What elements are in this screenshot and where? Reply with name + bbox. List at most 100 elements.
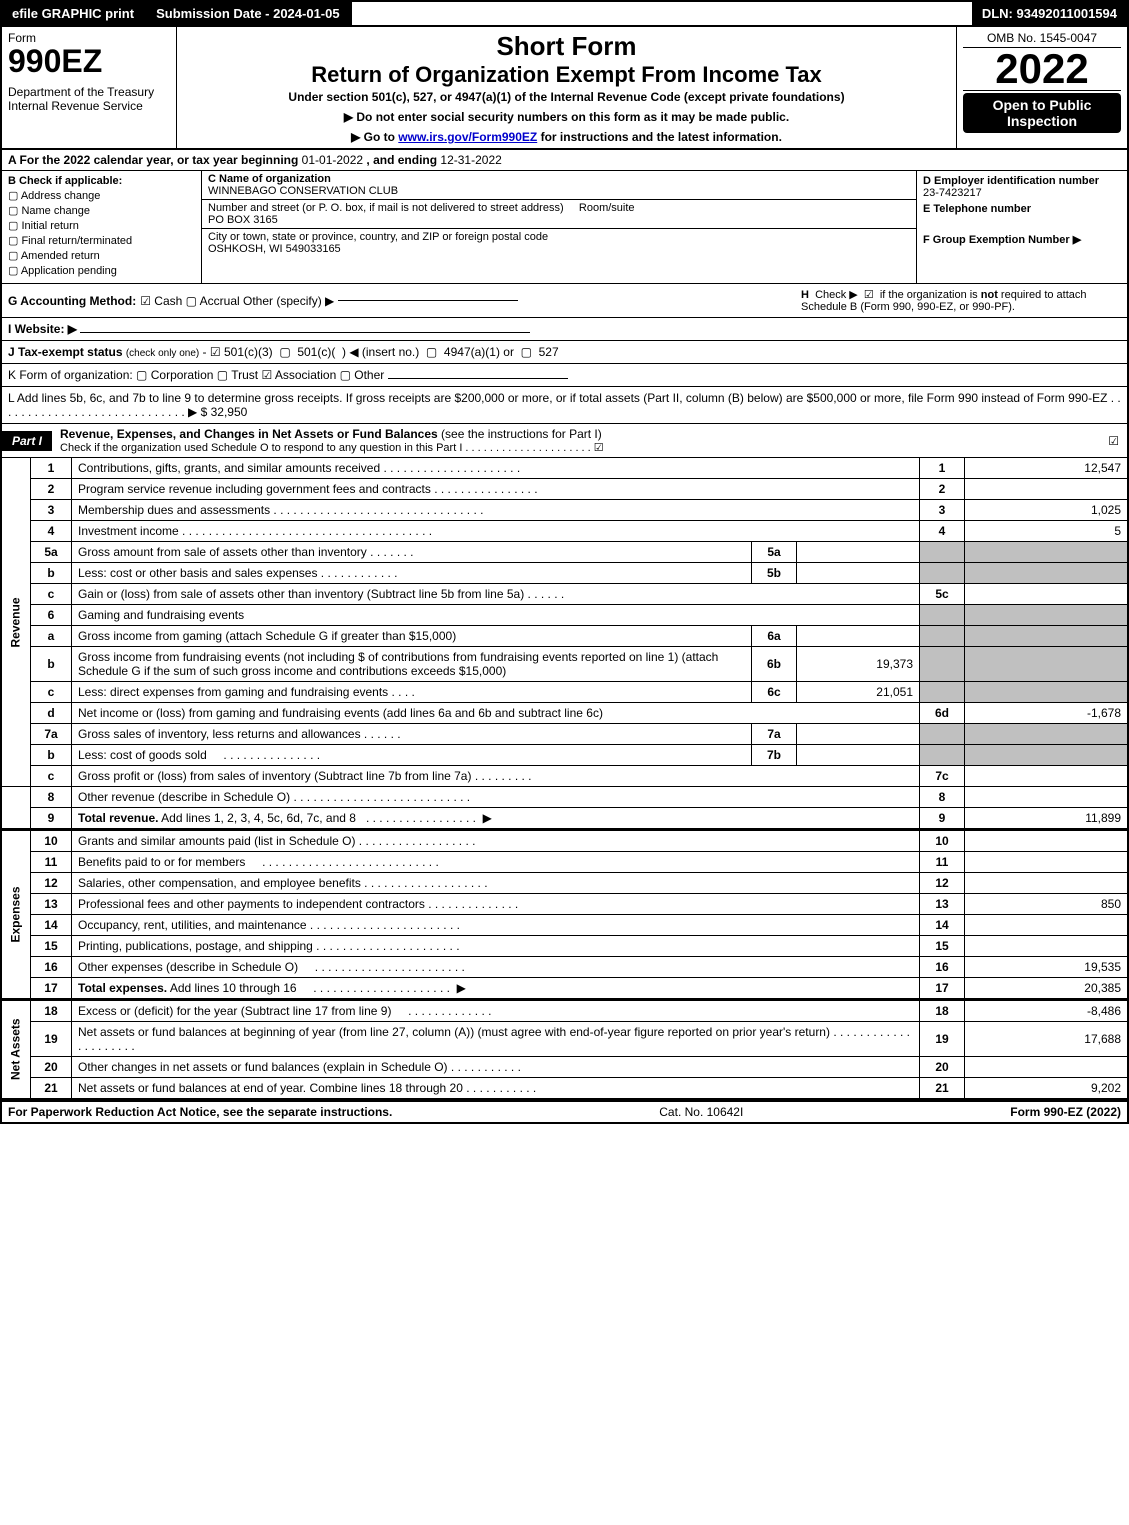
line-6-desc: Gaming and fundraising events [72,605,920,626]
line-7c-rnum: 7c [920,766,965,787]
line-7a-num: 7a [31,724,72,745]
line-15-rnum: 15 [920,936,965,957]
net-assets-table: Net Assets 18 Excess or (deficit) for th… [0,999,1129,1100]
line-15-desc: Printing, publications, postage, and shi… [72,936,920,957]
line-6b-desc: Gross income from fundraising events (no… [72,647,752,682]
line-18-desc: Excess or (deficit) for the year (Subtra… [72,1000,920,1022]
part-i-subtitle: (see the instructions for Part I) [438,427,602,441]
line-5a-mnum: 5a [752,542,797,563]
chk-final-return[interactable]: Final return/terminated [8,234,195,247]
j-text: J Tax-exempt status (check only one) - ☑… [8,345,559,359]
part-i-tag: Part I [2,431,52,451]
chk-name-change[interactable]: Name change [8,204,195,217]
g-other-line[interactable] [338,300,518,301]
line-1-rnum: 1 [920,458,965,479]
k-other-line[interactable] [388,378,568,379]
line-7b-mnum: 7b [752,745,797,766]
chk-address-change[interactable]: Address change [8,189,195,202]
inspection-badge: Open to Public Inspection [963,93,1121,133]
line-10-desc: Grants and similar amounts paid (list in… [72,830,920,852]
telephone-value [923,215,1121,229]
goto-prefix: ▶ Go to [351,130,398,144]
line-7c-desc: Gross profit or (loss) from sales of inv… [72,766,920,787]
page-footer: For Paperwork Reduction Act Notice, see … [0,1100,1129,1124]
line-18-rnum: 18 [920,1000,965,1022]
line-3-num: 3 [31,500,72,521]
part-i-title-text: Revenue, Expenses, and Changes in Net As… [60,427,438,441]
line-11-value [965,852,1129,873]
irs-link[interactable]: www.irs.gov/Form990EZ [398,130,537,144]
line-6a-rnum-grey [920,626,965,647]
line-21-value: 9,202 [965,1078,1129,1100]
city-row: City or town, state or province, country… [202,229,916,257]
footer-form-post: (2022) [1083,1105,1121,1119]
line-13-rnum: 13 [920,894,965,915]
line-6a-desc: Gross income from gaming (attach Schedul… [72,626,752,647]
topbar-spacer [352,2,972,25]
line-6d-rnum: 6d [920,703,965,724]
line-10-num: 10 [31,830,72,852]
line-16-rnum: 16 [920,957,965,978]
section-b-header: B Check if applicable: [8,175,195,187]
line-6b-num: b [31,647,72,682]
website-line[interactable] [80,332,530,333]
line-5c-value [965,584,1129,605]
line-9-value: 11,899 [965,808,1129,829]
line-3-value: 1,025 [965,500,1129,521]
line-10-value [965,830,1129,852]
footer-left: For Paperwork Reduction Act Notice, see … [8,1105,392,1119]
line-7b-rval-grey [965,745,1129,766]
submission-date-button[interactable]: Submission Date - 2024-01-05 [146,2,352,25]
efile-print-button[interactable]: efile GRAPHIC print [2,2,146,25]
line-11-num: 11 [31,852,72,873]
line-5b-rval-grey [965,563,1129,584]
section-i: I Website: ▶ [0,318,1129,341]
line-3-rnum: 3 [920,500,965,521]
ssn-warning: ▶ Do not enter social security numbers o… [183,110,950,124]
line-20-value [965,1057,1129,1078]
chk-initial-return[interactable]: Initial return [8,219,195,232]
header-center: Short Form Return of Organization Exempt… [177,27,957,148]
part-i-checkbox[interactable]: ☑ [1108,434,1127,448]
line-5a-mval [797,542,920,563]
room-label: Room/suite [579,202,635,214]
line-21-desc: Net assets or fund balances at end of ye… [72,1078,920,1100]
line-5c-desc: Gain or (loss) from sale of assets other… [72,584,920,605]
line-18-value: -8,486 [965,1000,1129,1022]
chk-application-pending[interactable]: Application pending [8,264,195,277]
line-17-desc: Total expenses. Add lines 10 through 16 … [72,978,920,999]
telephone-label: E Telephone number [923,203,1121,215]
year-begin: 01-01-2022 [302,153,363,167]
line-19-num: 19 [31,1022,72,1057]
footer-form-ref: Form 990-EZ (2022) [1010,1105,1121,1119]
part-i-check-line: Check if the organization used Schedule … [60,441,604,454]
line-4-desc: Investment income . . . . . . . . . . . … [72,521,920,542]
street-label: Number and street (or P. O. box, if mail… [208,202,564,214]
street-row: Number and street (or P. O. box, if mail… [202,200,916,229]
line-5b-num: b [31,563,72,584]
expenses-table: Expenses 10 Grants and similar amounts p… [0,829,1129,999]
line-2-desc: Program service revenue including govern… [72,479,920,500]
line-2-value [965,479,1129,500]
chk-amended-return[interactable]: Amended return [8,249,195,262]
line-4-num: 4 [31,521,72,542]
footer-cat-no: Cat. No. 10642I [392,1105,1010,1119]
short-form-title: Short Form [183,31,950,62]
line-14-desc: Occupancy, rent, utilities, and maintena… [72,915,920,936]
dln-label: DLN: 93492011001594 [972,2,1127,25]
line-19-rnum: 19 [920,1022,965,1057]
line-6b-mnum: 6b [752,647,797,682]
line-7b-rnum-grey [920,745,965,766]
line-7b-mval [797,745,920,766]
section-gh: G Accounting Method: ☑ Cash ▢ Accrual Ot… [0,283,1129,318]
line-6d-num: d [31,703,72,724]
line-5b-mval [797,563,920,584]
line-2-num: 2 [31,479,72,500]
line-16-num: 16 [31,957,72,978]
h-text: H Check ▶ ☑ if the organization is not r… [801,288,1121,313]
section-l: L Add lines 5b, 6c, and 7b to line 9 to … [0,387,1129,424]
line-12-num: 12 [31,873,72,894]
i-label: I Website: ▶ [8,322,77,336]
line-21-rnum: 21 [920,1078,965,1100]
line-7a-rnum-grey [920,724,965,745]
